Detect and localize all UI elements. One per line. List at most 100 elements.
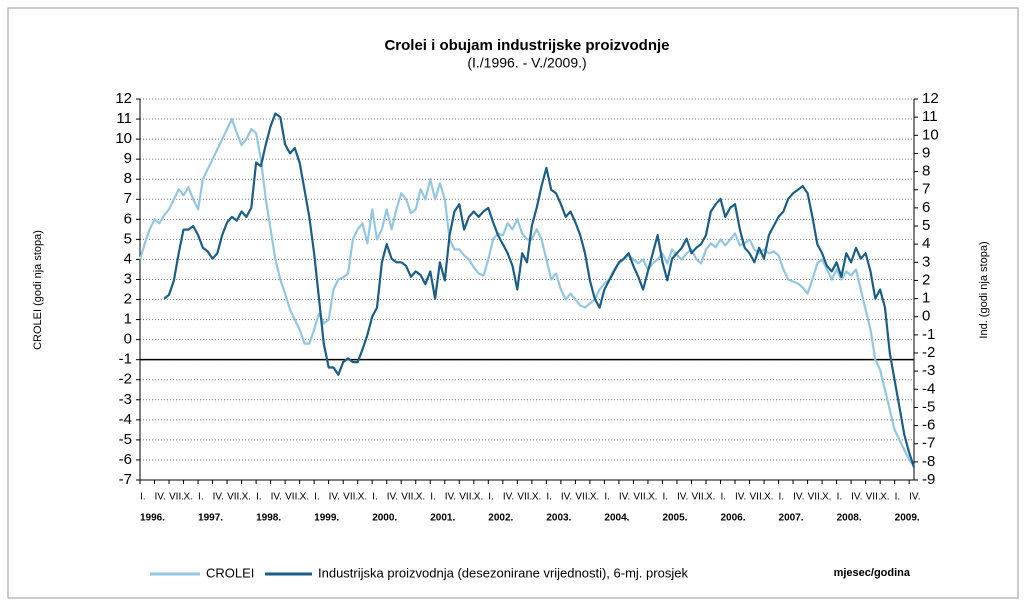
y-tick-label: 10 <box>115 130 132 147</box>
legend-label: CROLEI <box>206 565 254 580</box>
x-tick-label: I. <box>895 492 901 503</box>
x-group-label: 1998. <box>256 513 281 524</box>
x-tick-label: I. <box>198 492 204 503</box>
y-tick-label: -6 <box>119 451 132 468</box>
x-tick-label: VII. <box>517 492 532 503</box>
x-tick-label: VII. <box>227 492 242 503</box>
y2-tick-label: -3 <box>922 362 935 379</box>
x-tick-label: X. <box>590 492 599 503</box>
x-tick-label: I. <box>604 492 610 503</box>
y-tick-label: -7 <box>119 471 132 488</box>
x-tick-label: X. <box>474 492 483 503</box>
x-tick-label: I. <box>662 492 668 503</box>
x-tick-label: I. <box>837 492 843 503</box>
y2-tick-label: -8 <box>922 453 935 470</box>
x-group-label: 2006. <box>721 513 746 524</box>
x-tick-label: X. <box>532 492 541 503</box>
y-tick-label: -4 <box>119 411 132 428</box>
y2-tick-label: 4 <box>922 235 930 252</box>
frame <box>7 7 1019 599</box>
y-tick-label: -2 <box>119 371 132 388</box>
y2-tick-label: 5 <box>922 217 930 234</box>
x-group-label: 2009. <box>895 513 920 524</box>
x-group-label: 1999. <box>314 513 339 524</box>
x-tick-label: I. <box>372 492 378 503</box>
x-tick-label: I. <box>140 492 146 503</box>
x-group-label: 2000. <box>372 513 397 524</box>
y2-tick-label: 2 <box>922 271 930 288</box>
x-tick-label: IV. <box>851 492 862 503</box>
x-tick-label: I. <box>314 492 320 503</box>
x-tick-label: VII. <box>575 492 590 503</box>
x-tick-label: VII. <box>866 492 881 503</box>
x-tick-label: IV. <box>445 492 456 503</box>
x-group-label: 1996. <box>140 513 165 524</box>
x-tick-label: X. <box>648 492 657 503</box>
y2-tick-label: -1 <box>922 326 935 343</box>
y2-tick-label: 12 <box>922 90 939 107</box>
y2-tick-label: 10 <box>922 126 939 143</box>
x-tick-label: I. <box>721 492 727 503</box>
x-tick-label: X. <box>242 492 251 503</box>
y2-axis-label: Ind. (godi nja stopa) <box>978 241 990 338</box>
x-tick-label: VII. <box>633 492 648 503</box>
x-tick-label: X. <box>184 492 193 503</box>
x-tick-label: IV. <box>213 492 224 503</box>
y-tick-label: -5 <box>119 431 132 448</box>
y-tick-label: 6 <box>124 210 132 227</box>
x-axis-label: mjesec/godina <box>834 567 911 579</box>
y-tick-label: 12 <box>115 90 132 107</box>
x-tick-label: X. <box>880 492 889 503</box>
x-tick-label: IV. <box>387 492 398 503</box>
y2-tick-label: 1 <box>922 290 930 307</box>
y2-tick-label: -6 <box>922 417 935 434</box>
x-group-label: 2005. <box>662 513 687 524</box>
y-tick-label: 4 <box>124 250 132 267</box>
chart-title: Crolei i obujam industrijske proizvodnje <box>384 37 669 54</box>
y2-tick-label: 9 <box>922 144 930 161</box>
x-tick-label: IV. <box>677 492 688 503</box>
x-tick-label: X. <box>416 492 425 503</box>
y2-tick-label: -2 <box>922 344 935 361</box>
x-group-label: 2001. <box>430 513 455 524</box>
x-tick-label: IV. <box>909 492 920 503</box>
x-tick-label: IV. <box>561 492 572 503</box>
x-tick-label: VII. <box>343 492 358 503</box>
x-group-label: 2002. <box>488 513 513 524</box>
y2-tick-label: 7 <box>922 181 930 198</box>
x-tick-label: I. <box>488 492 494 503</box>
x-tick-label: IV. <box>735 492 746 503</box>
y-tick-label: -1 <box>119 351 132 368</box>
x-tick-label: VII. <box>691 492 706 503</box>
x-tick-label: VII. <box>459 492 474 503</box>
x-tick-label: X. <box>300 492 309 503</box>
y2-tick-label: 11 <box>922 108 938 125</box>
y2-tick-label: -5 <box>922 398 935 415</box>
x-tick-label: VII. <box>169 492 184 503</box>
y-tick-label: 2 <box>124 290 132 307</box>
y2-tick-label: 6 <box>922 199 930 216</box>
x-tick-label: VII. <box>285 492 300 503</box>
y2-tick-label: -7 <box>922 435 935 452</box>
y2-tick-label: 8 <box>922 163 930 180</box>
x-tick-label: IV. <box>155 492 166 503</box>
x-tick-label: IV. <box>271 492 282 503</box>
legend-label: Industrijska proizvodnja (desezonirane v… <box>318 565 688 580</box>
y-tick-label: 9 <box>124 150 132 167</box>
y-tick-label: 8 <box>124 170 132 187</box>
x-tick-label: IV. <box>793 492 804 503</box>
chart-subtitle: (I./1996. - V./2009.) <box>467 55 586 71</box>
x-tick-label: I. <box>256 492 262 503</box>
y-tick-label: 11 <box>116 110 132 127</box>
y-tick-label: 5 <box>124 230 132 247</box>
y-tick-label: 0 <box>124 331 132 348</box>
x-tick-label: I. <box>430 492 436 503</box>
x-group-label: 2008. <box>837 513 862 524</box>
x-tick-label: VII. <box>401 492 416 503</box>
y-tick-label: 1 <box>124 311 132 328</box>
y-tick-label: 3 <box>124 270 132 287</box>
x-tick-label: VII. <box>808 492 823 503</box>
x-group-label: 2007. <box>779 513 804 524</box>
y-axis-label: CROLEI (godi nja stopa) <box>32 230 44 350</box>
